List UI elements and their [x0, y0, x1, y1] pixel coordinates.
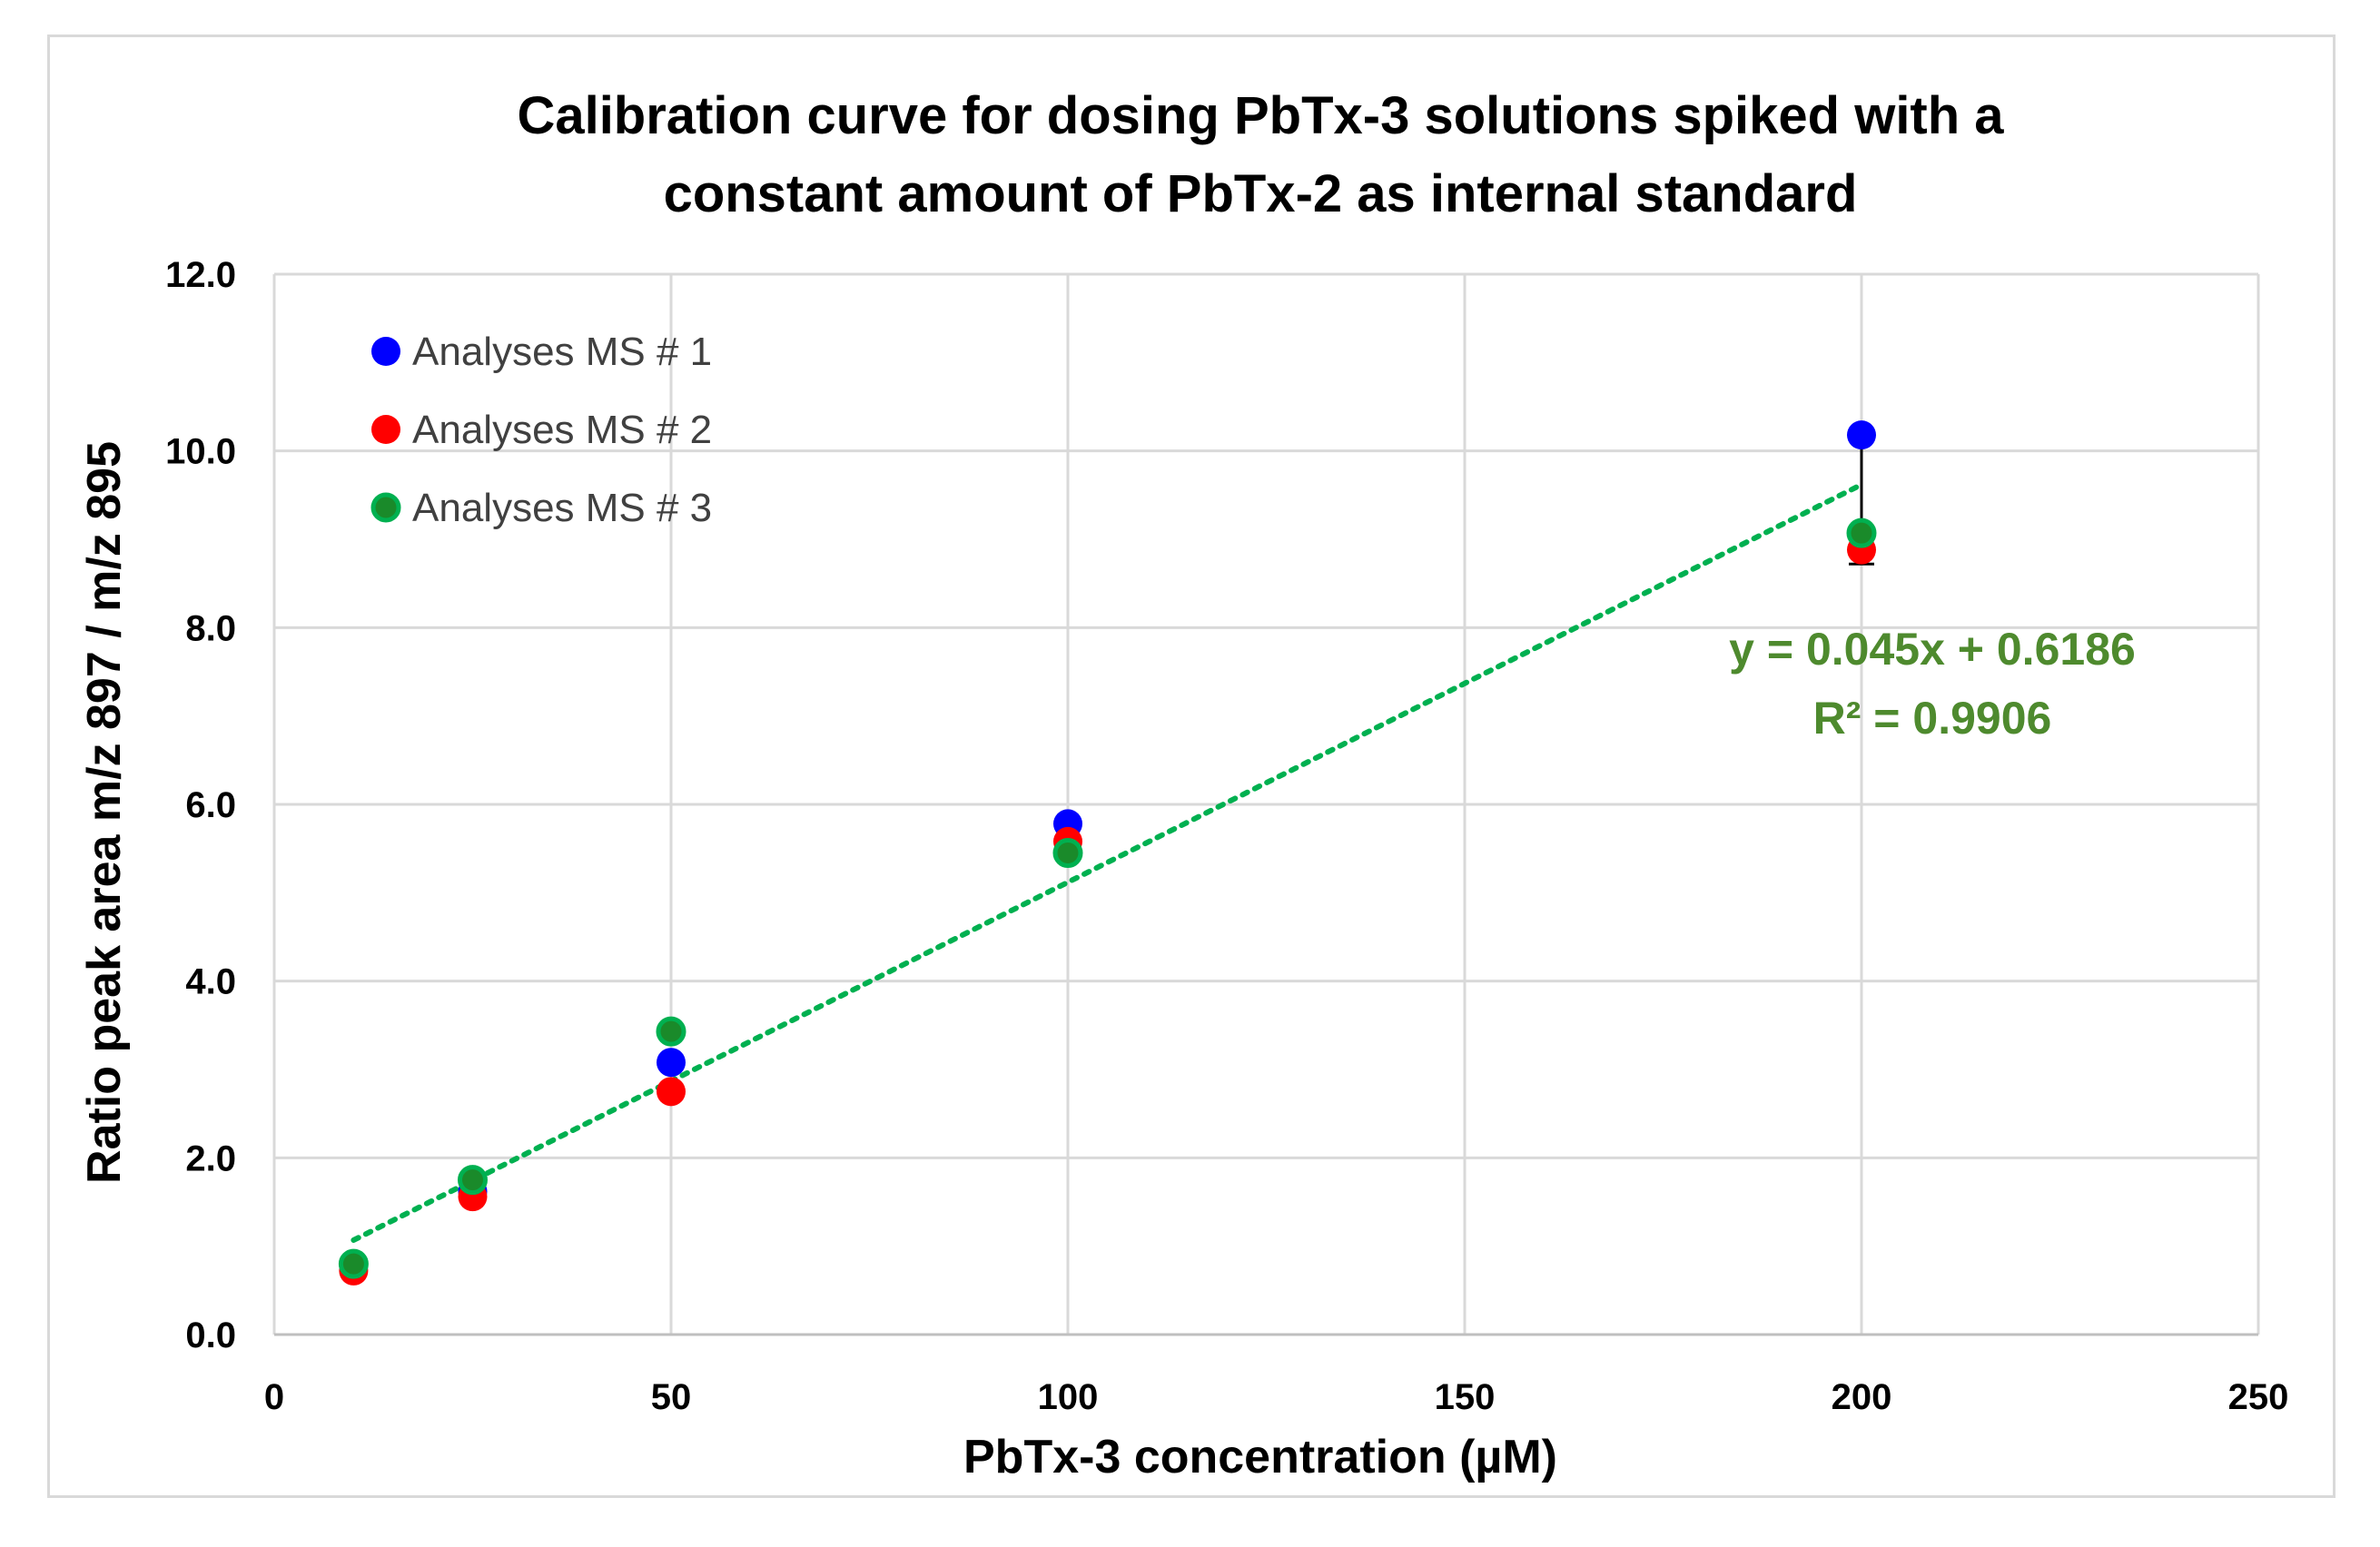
y-axis-ticks: 0.0 2.0 4.0 6.0 8.0 10.0 12.0: [165, 255, 236, 1355]
y-tick-label: 6.0: [185, 785, 236, 825]
chart-frame: [47, 34, 2336, 1498]
x-tick-label: 100: [1038, 1377, 1099, 1417]
chart-title-line-2: constant amount of PbTx-2 as internal st…: [664, 164, 1858, 223]
x-axis-ticks: 0 50 100 150 200 250: [264, 1377, 2289, 1417]
data-point-series-3: [458, 1165, 488, 1196]
trendline-equation: y = 0.045x + 0.6186 R² = 0.9906: [1729, 624, 2136, 744]
legend-label-3: Analyses MS # 3: [412, 486, 712, 530]
data-points: [338, 420, 1877, 1286]
y-tick-label: 8.0: [185, 608, 236, 648]
legend-marker-2: [371, 415, 400, 444]
x-tick-label: 200: [1832, 1377, 1892, 1417]
legend-label-1: Analyses MS # 1: [412, 330, 712, 374]
data-point-series-3: [338, 1248, 369, 1279]
legend-label-2: Analyses MS # 2: [412, 408, 712, 452]
x-tick-label: 0: [264, 1377, 284, 1417]
trendline-equation-text: y = 0.045x + 0.6186: [1729, 624, 2136, 675]
legend-marker-3: [370, 492, 401, 523]
trendline-path: [351, 481, 1864, 1243]
trendline-r2-text: R² = 0.9906: [1813, 693, 2052, 744]
data-point-series-3: [1052, 838, 1083, 869]
y-tick-label: 12.0: [165, 255, 236, 295]
legend: Analyses MS # 1 Analyses MS # 2 Analyses M…: [370, 330, 712, 530]
legend-marker-1: [371, 337, 400, 366]
trendline: [351, 481, 1864, 1243]
y-tick-label: 2.0: [185, 1138, 236, 1178]
y-tick-label: 0.0: [185, 1315, 236, 1355]
x-tick-label: 50: [651, 1377, 692, 1417]
y-tick-label: 4.0: [185, 962, 236, 1002]
x-tick-label: 150: [1435, 1377, 1496, 1417]
chart-title: Calibration curve for dosing PbTx-3 solu…: [517, 86, 2004, 223]
y-axis-label: Ratio peak area m/z 897 / m/z 895: [78, 441, 131, 1184]
y-tick-label: 10.0: [165, 432, 236, 472]
data-point-series-1: [1847, 420, 1876, 450]
data-point-series-1: [657, 1048, 686, 1078]
data-point-series-2: [657, 1077, 686, 1107]
data-point-series-3: [1846, 517, 1877, 548]
data-point-series-3: [656, 1016, 686, 1047]
x-tick-label: 250: [2228, 1377, 2289, 1417]
chart-title-line-1: Calibration curve for dosing PbTx-3 solu…: [517, 86, 2004, 145]
x-axis-label: PbTx-3 concentration (µM): [963, 1431, 1557, 1483]
